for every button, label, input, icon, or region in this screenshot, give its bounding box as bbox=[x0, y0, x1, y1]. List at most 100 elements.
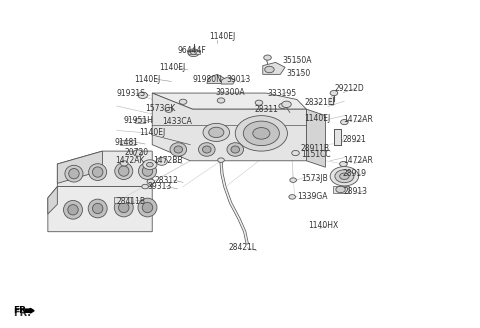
Polygon shape bbox=[188, 51, 200, 54]
Polygon shape bbox=[152, 93, 306, 161]
Text: 91980N: 91980N bbox=[192, 75, 222, 84]
Circle shape bbox=[330, 167, 359, 186]
Text: 1140EJ: 1140EJ bbox=[135, 75, 161, 84]
Text: 1573JB: 1573JB bbox=[301, 174, 327, 183]
Text: 28421L: 28421L bbox=[228, 243, 256, 252]
Circle shape bbox=[179, 99, 187, 104]
Circle shape bbox=[143, 160, 157, 170]
Polygon shape bbox=[221, 77, 235, 84]
Text: 35150: 35150 bbox=[287, 69, 311, 77]
Text: 1140EJ: 1140EJ bbox=[304, 114, 330, 123]
Circle shape bbox=[209, 127, 224, 137]
Text: 1140EJ: 1140EJ bbox=[139, 128, 166, 137]
Circle shape bbox=[191, 51, 196, 55]
Circle shape bbox=[138, 92, 147, 98]
Text: 29212D: 29212D bbox=[335, 84, 365, 93]
Polygon shape bbox=[57, 151, 102, 183]
Polygon shape bbox=[306, 109, 325, 167]
Ellipse shape bbox=[88, 199, 107, 218]
Circle shape bbox=[156, 157, 168, 165]
Ellipse shape bbox=[231, 146, 240, 153]
Circle shape bbox=[289, 195, 296, 199]
Circle shape bbox=[218, 158, 224, 162]
Text: 28919: 28919 bbox=[342, 169, 367, 178]
Ellipse shape bbox=[227, 143, 243, 156]
Ellipse shape bbox=[170, 143, 187, 156]
Text: 91481: 91481 bbox=[114, 138, 138, 147]
Polygon shape bbox=[207, 74, 225, 83]
Circle shape bbox=[255, 100, 263, 105]
Circle shape bbox=[340, 161, 347, 167]
Text: 28312: 28312 bbox=[155, 175, 179, 185]
Circle shape bbox=[203, 123, 229, 141]
Circle shape bbox=[235, 116, 288, 151]
Polygon shape bbox=[334, 129, 341, 145]
Text: 1472AR: 1472AR bbox=[343, 156, 373, 165]
Text: 20720: 20720 bbox=[124, 148, 148, 156]
Text: 1140EJ: 1140EJ bbox=[209, 32, 235, 41]
Text: 1472BB: 1472BB bbox=[154, 156, 183, 165]
Text: 28911B: 28911B bbox=[301, 144, 330, 153]
Ellipse shape bbox=[93, 167, 103, 177]
Ellipse shape bbox=[89, 164, 107, 180]
Circle shape bbox=[264, 66, 274, 73]
Polygon shape bbox=[263, 62, 285, 74]
Ellipse shape bbox=[142, 202, 153, 213]
Text: 28921: 28921 bbox=[342, 135, 366, 144]
Text: FR.: FR. bbox=[13, 306, 30, 315]
Circle shape bbox=[341, 119, 348, 125]
Circle shape bbox=[264, 55, 271, 60]
Ellipse shape bbox=[119, 166, 129, 176]
Ellipse shape bbox=[119, 202, 129, 213]
Polygon shape bbox=[135, 117, 145, 123]
Text: 1339GA: 1339GA bbox=[297, 193, 327, 201]
Circle shape bbox=[217, 98, 225, 103]
Circle shape bbox=[147, 179, 155, 184]
Circle shape bbox=[146, 162, 153, 167]
Text: 28311: 28311 bbox=[254, 105, 278, 114]
Circle shape bbox=[336, 186, 345, 193]
Circle shape bbox=[142, 184, 148, 189]
Text: 28913: 28913 bbox=[343, 187, 367, 196]
Text: 28411B: 28411B bbox=[117, 196, 145, 206]
Ellipse shape bbox=[199, 143, 215, 156]
Text: 1433CA: 1433CA bbox=[162, 117, 192, 126]
Ellipse shape bbox=[114, 198, 133, 217]
Circle shape bbox=[279, 103, 287, 109]
Circle shape bbox=[133, 150, 143, 156]
Ellipse shape bbox=[65, 165, 83, 182]
Ellipse shape bbox=[93, 203, 103, 214]
Circle shape bbox=[292, 151, 300, 155]
Ellipse shape bbox=[174, 146, 182, 153]
Circle shape bbox=[188, 49, 199, 57]
Ellipse shape bbox=[142, 166, 153, 176]
Circle shape bbox=[340, 173, 349, 179]
Text: 1151CC: 1151CC bbox=[301, 151, 330, 159]
Circle shape bbox=[243, 121, 279, 146]
Polygon shape bbox=[114, 197, 131, 203]
Ellipse shape bbox=[203, 146, 211, 153]
Circle shape bbox=[330, 91, 338, 96]
Text: 333195: 333195 bbox=[267, 89, 297, 97]
Ellipse shape bbox=[115, 163, 133, 179]
Text: 35150A: 35150A bbox=[283, 56, 312, 65]
Circle shape bbox=[165, 107, 173, 113]
Text: 91931S: 91931S bbox=[117, 89, 145, 97]
Circle shape bbox=[290, 178, 297, 182]
Ellipse shape bbox=[68, 205, 78, 215]
Text: 1472AR: 1472AR bbox=[343, 115, 373, 124]
Ellipse shape bbox=[138, 198, 157, 217]
Polygon shape bbox=[152, 93, 306, 109]
Text: 1573GK: 1573GK bbox=[145, 104, 175, 113]
Circle shape bbox=[120, 161, 128, 166]
Text: 39313: 39313 bbox=[147, 182, 172, 191]
Circle shape bbox=[282, 101, 291, 108]
Ellipse shape bbox=[138, 163, 156, 179]
Text: 1472AK: 1472AK bbox=[115, 156, 145, 165]
Polygon shape bbox=[333, 186, 349, 193]
Circle shape bbox=[335, 170, 354, 183]
Ellipse shape bbox=[63, 200, 83, 219]
Polygon shape bbox=[48, 187, 57, 214]
Text: FR.: FR. bbox=[13, 308, 31, 318]
Text: 1140HX: 1140HX bbox=[308, 221, 338, 230]
